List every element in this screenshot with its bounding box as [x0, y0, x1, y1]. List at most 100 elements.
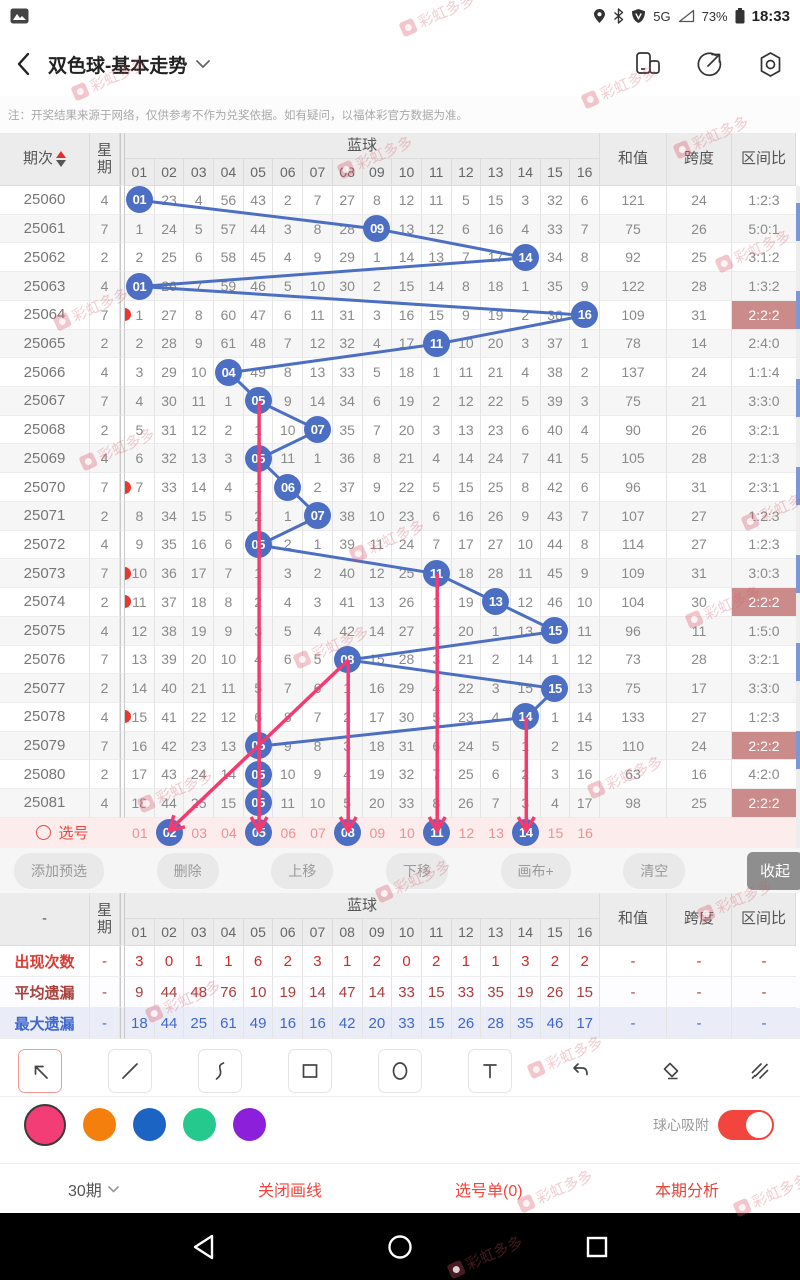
scrollbar-thumb[interactable] [796, 731, 800, 769]
trend-ball[interactable]: 05 [244, 444, 272, 472]
action-button[interactable]: 添加预选 [14, 852, 104, 889]
sort-icon[interactable] [56, 151, 66, 167]
trend-ball[interactable]: 05 [244, 789, 272, 817]
trend-ball[interactable]: 16 [571, 301, 599, 329]
stats-cell: 16 [273, 1008, 304, 1039]
snap-toggle[interactable] [718, 1109, 774, 1140]
multi-window-icon[interactable] [634, 51, 662, 77]
scrollbar-thumb[interactable] [796, 643, 800, 681]
select-number[interactable]: 15 [547, 824, 564, 841]
android-back-icon[interactable] [190, 1233, 216, 1261]
tool-eraser-icon[interactable] [648, 1049, 692, 1093]
miss-cell: 10 [273, 415, 304, 445]
settings-icon[interactable] [757, 51, 784, 78]
miss-cell: 05 [243, 530, 274, 560]
trend-ball[interactable]: 15 [541, 617, 569, 645]
ratio-cell: 1:5:0 [732, 617, 796, 646]
select-number[interactable]: 04 [221, 824, 237, 841]
color-swatch[interactable] [83, 1108, 116, 1141]
selected-ball[interactable]: 05 [245, 819, 273, 847]
tool-line-icon[interactable] [108, 1048, 152, 1093]
stats-label[interactable]: 平均遗漏 [0, 977, 90, 1008]
share-icon[interactable] [696, 51, 723, 78]
trend-ball[interactable]: 07 [303, 416, 331, 444]
scrollbar-thumb[interactable] [796, 555, 800, 593]
tool-undo-icon[interactable] [558, 1049, 602, 1093]
tool-ellipse-icon[interactable] [378, 1048, 422, 1093]
select-number[interactable]: 02 [155, 818, 185, 848]
trend-ball[interactable]: 14 [511, 703, 539, 731]
trend-ball[interactable]: 13 [482, 588, 510, 616]
select-number[interactable]: 06 [280, 824, 297, 841]
select-number[interactable]: 03 [191, 824, 207, 841]
select-number[interactable]: 05 [244, 818, 274, 848]
select-number[interactable]: 16 [577, 824, 593, 841]
select-number[interactable]: 13 [488, 824, 504, 841]
trend-ball[interactable]: 01 [125, 272, 153, 300]
color-swatch[interactable] [24, 1103, 66, 1146]
page-title[interactable]: 双色球-基本走势 [48, 55, 188, 77]
trend-ball[interactable]: 14 [511, 243, 539, 271]
color-swatch[interactable] [183, 1108, 216, 1141]
scrollbar-thumb[interactable] [796, 291, 800, 329]
trend-ball[interactable]: 09 [363, 215, 391, 243]
selected-ball[interactable]: 11 [423, 819, 451, 847]
stats-label[interactable]: 最大遗漏 [0, 1008, 90, 1039]
trend-ball[interactable]: 01 [125, 186, 153, 214]
miss-cell: 7 [570, 214, 600, 244]
select-number[interactable]: 10 [399, 824, 415, 841]
color-swatch[interactable] [233, 1108, 266, 1141]
android-home-icon[interactable] [386, 1233, 414, 1261]
trend-ball[interactable]: 11 [422, 559, 450, 587]
select-number[interactable]: 01 [132, 824, 148, 841]
trend-ball[interactable]: 06 [274, 473, 302, 501]
action-button[interactable]: 下移 [385, 852, 448, 889]
trend-ball[interactable]: 07 [303, 502, 331, 530]
color-swatch[interactable] [133, 1108, 166, 1141]
scrollbar-thumb[interactable] [796, 467, 800, 505]
select-number[interactable]: 11 [422, 818, 452, 848]
period-selector[interactable]: 30期 [68, 1177, 120, 1201]
action-button[interactable]: 清空 [623, 852, 686, 889]
action-button[interactable]: 上移 [271, 852, 334, 889]
scrollbar-thumb[interactable] [796, 379, 800, 417]
column-header-period[interactable]: 期次 [0, 133, 90, 186]
select-number[interactable]: 07 [310, 824, 326, 841]
back-icon[interactable] [16, 52, 30, 76]
tool-text-icon[interactable] [468, 1048, 512, 1093]
collapse-button[interactable]: 收起 [747, 851, 800, 890]
stats-cell: 26 [451, 1008, 482, 1039]
action-button[interactable]: 删除 [156, 852, 219, 889]
stats-label[interactable]: 出现次数 [0, 946, 90, 977]
tool-multi-eraser-icon[interactable] [738, 1049, 782, 1093]
trend-ball[interactable]: 04 [214, 358, 242, 386]
tool-curve-icon[interactable] [198, 1048, 242, 1093]
selected-ball[interactable]: 08 [334, 819, 362, 847]
select-number[interactable]: 08 [333, 818, 363, 848]
select-number[interactable]: 09 [369, 824, 386, 841]
select-circle-icon[interactable] [36, 825, 52, 841]
trend-ball[interactable]: 05 [244, 530, 272, 558]
trend-ball[interactable]: 05 [244, 732, 272, 760]
close-drawing-button[interactable]: 关闭画线 [258, 1182, 323, 1200]
scrollbar-thumb[interactable] [796, 203, 800, 241]
trend-ball[interactable]: 08 [333, 645, 361, 673]
divider [120, 760, 125, 790]
action-button[interactable]: 画布+ [500, 852, 571, 889]
ticket-button[interactable]: 选号单(0) [455, 1182, 523, 1200]
select-number[interactable]: 12 [458, 824, 475, 841]
android-recents-icon[interactable] [584, 1234, 610, 1260]
miss-cell: 5 [125, 415, 155, 445]
analysis-button[interactable]: 本期分析 [655, 1182, 720, 1200]
select-number[interactable]: 14 [511, 818, 541, 848]
scrollbar-track[interactable] [796, 186, 800, 848]
trend-ball[interactable]: 15 [541, 674, 569, 702]
selected-ball[interactable]: 14 [512, 819, 540, 847]
tool-rectangle-icon[interactable] [288, 1048, 332, 1093]
trend-ball[interactable]: 05 [244, 760, 272, 788]
tool-arrow-nw-icon[interactable] [18, 1048, 62, 1093]
trend-ball[interactable]: 05 [244, 387, 272, 415]
trend-ball[interactable]: 11 [422, 329, 450, 357]
selected-ball[interactable]: 02 [156, 819, 184, 847]
title-dropdown-icon[interactable] [195, 59, 211, 69]
